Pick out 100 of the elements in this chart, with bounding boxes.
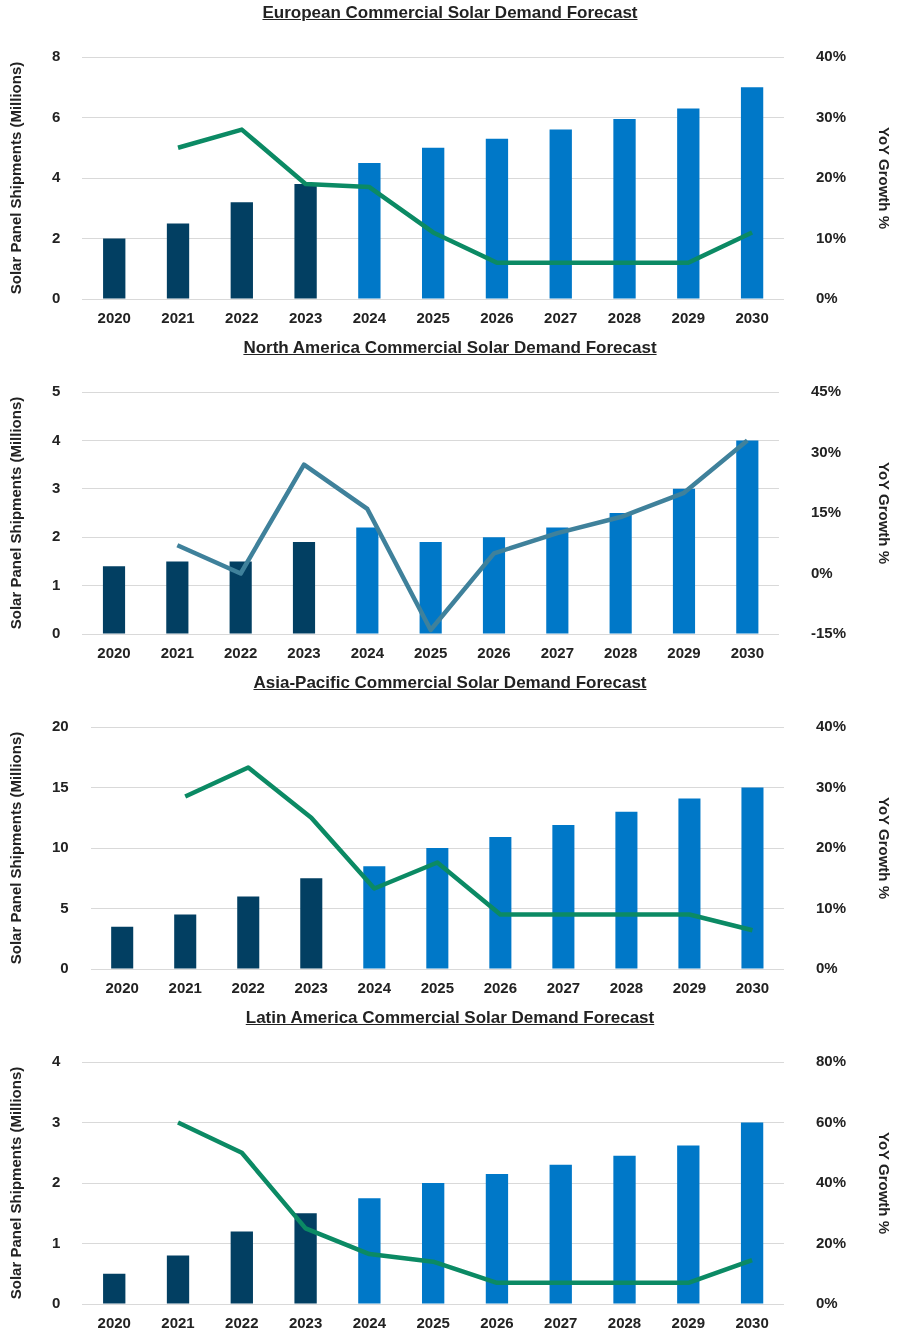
bar bbox=[300, 878, 323, 969]
x-tick-label: 2022 bbox=[225, 1314, 259, 1332]
bar bbox=[740, 1122, 764, 1304]
bar bbox=[174, 914, 197, 969]
bar bbox=[419, 542, 442, 634]
x-tick-label: 2027 bbox=[540, 644, 575, 662]
chart-title: Latin America Commercial Solar Demand Forecast bbox=[244, 1007, 656, 1029]
bar bbox=[356, 527, 379, 634]
y2-tick-label: 30% bbox=[810, 442, 842, 460]
x-tick-label: 2024 bbox=[357, 979, 392, 997]
y-tick-label: 2 bbox=[52, 228, 61, 246]
y-tick-label: 3 bbox=[52, 478, 61, 496]
x-tick-label: 2021 bbox=[161, 1314, 195, 1332]
x-tick-label: 2028 bbox=[603, 644, 638, 662]
bar bbox=[677, 1145, 700, 1304]
bar bbox=[230, 1231, 253, 1304]
y-tick-label: 4 bbox=[52, 1052, 61, 1070]
y2-tick-label: 15% bbox=[810, 503, 842, 521]
x-tick-label: 2029 bbox=[671, 1314, 705, 1332]
y-tick-label: 10 bbox=[52, 838, 69, 856]
bar bbox=[294, 1213, 317, 1304]
y-tick-label: 2 bbox=[52, 1173, 61, 1191]
bar bbox=[230, 202, 253, 299]
y2-axis-title: YoY Growth % bbox=[875, 797, 893, 899]
x-tick-label: 2023 bbox=[294, 979, 328, 997]
bar bbox=[609, 513, 632, 634]
bar bbox=[613, 119, 636, 299]
y-tick-label: 0 bbox=[52, 289, 61, 307]
x-tick-label: 2025 bbox=[416, 309, 450, 327]
y2-tick-label: 40% bbox=[815, 717, 847, 735]
bar bbox=[166, 1255, 190, 1304]
bar bbox=[363, 866, 386, 969]
x-tick-label: 2028 bbox=[607, 1314, 642, 1332]
x-tick-label: 2030 bbox=[730, 644, 764, 662]
x-tick-label: 2027 bbox=[544, 309, 578, 327]
y-tick-label: 8 bbox=[52, 47, 61, 65]
x-tick-label: 2028 bbox=[609, 979, 644, 997]
x-tick-label: 2021 bbox=[161, 309, 195, 327]
bar bbox=[485, 138, 509, 299]
bar bbox=[292, 542, 316, 634]
y2-tick-label: 60% bbox=[815, 1112, 847, 1130]
x-tick-label: 2026 bbox=[480, 1314, 514, 1332]
y-tick-label: 20 bbox=[52, 717, 69, 735]
y-tick-label: 4 bbox=[52, 430, 61, 448]
x-tick-label: 2020 bbox=[105, 979, 139, 997]
y2-tick-label: 20% bbox=[815, 168, 847, 186]
x-tick-label: 2026 bbox=[483, 979, 518, 997]
x-tick-label: 2029 bbox=[671, 309, 705, 327]
x-tick-label: 2028 bbox=[607, 309, 642, 327]
bar bbox=[102, 566, 126, 634]
bar bbox=[422, 1183, 445, 1304]
y2-tick-label: 0% bbox=[815, 959, 838, 977]
bar bbox=[677, 108, 700, 299]
y2-tick-label: 0% bbox=[810, 563, 833, 581]
y-tick-label: 5 bbox=[52, 382, 61, 400]
bar bbox=[482, 537, 506, 634]
bar bbox=[103, 238, 126, 299]
x-tick-label: 2027 bbox=[544, 1314, 578, 1332]
x-tick-label: 2027 bbox=[546, 979, 581, 997]
y-axis-title: Solar Panel Shipments (Millions) bbox=[7, 731, 25, 965]
bar bbox=[678, 798, 701, 969]
y-tick-label: 0 bbox=[52, 624, 61, 642]
x-tick-label: 2024 bbox=[352, 309, 387, 327]
y2-tick-label: 20% bbox=[815, 1233, 847, 1251]
x-tick-label: 2025 bbox=[416, 1314, 450, 1332]
bar bbox=[736, 440, 759, 634]
y2-tick-label: -15% bbox=[810, 624, 847, 642]
bar bbox=[294, 184, 317, 299]
y2-tick-label: 0% bbox=[815, 1294, 838, 1312]
y2-axis-title: YoY Growth % bbox=[875, 462, 893, 564]
y-tick-label: 1 bbox=[52, 1233, 61, 1251]
x-tick-label: 2025 bbox=[413, 644, 448, 662]
y2-axis-title: YoY Growth % bbox=[875, 1132, 893, 1234]
y2-axis-title: YoY Growth % bbox=[875, 127, 893, 229]
y-tick-label: 2 bbox=[52, 527, 61, 545]
chart-title: North America Commercial Solar Demand Forecast bbox=[242, 337, 658, 359]
x-tick-label: 2020 bbox=[97, 1314, 131, 1332]
bar bbox=[422, 147, 445, 299]
x-tick-label: 2024 bbox=[352, 1314, 387, 1332]
bar bbox=[237, 896, 260, 969]
y2-tick-label: 0% bbox=[815, 289, 838, 307]
bar bbox=[549, 1164, 572, 1304]
x-tick-label: 2020 bbox=[97, 309, 131, 327]
bar bbox=[552, 825, 575, 969]
y2-tick-label: 10% bbox=[815, 228, 847, 246]
x-tick-label: 2023 bbox=[288, 1314, 323, 1332]
x-tick-label: 2021 bbox=[160, 644, 195, 662]
y2-tick-label: 10% bbox=[815, 898, 847, 916]
bar bbox=[485, 1173, 509, 1304]
x-tick-label: 2029 bbox=[667, 644, 701, 662]
bar bbox=[740, 87, 764, 299]
x-tick-label: 2021 bbox=[168, 979, 202, 997]
chart-title: European Commercial Solar Demand Forecast bbox=[261, 2, 639, 24]
bar bbox=[358, 162, 381, 299]
bar bbox=[546, 527, 569, 634]
y2-tick-label: 45% bbox=[810, 382, 842, 400]
y2-tick-label: 40% bbox=[815, 1173, 847, 1191]
bar bbox=[358, 1198, 381, 1304]
x-tick-label: 2026 bbox=[477, 644, 511, 662]
y-tick-label: 15 bbox=[52, 777, 69, 795]
